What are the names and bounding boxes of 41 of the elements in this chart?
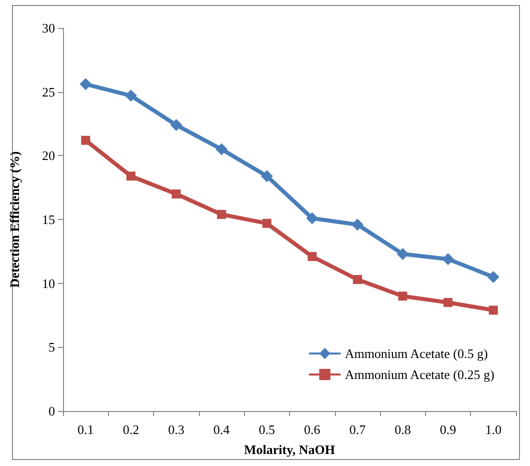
y-tick-label: 25 [42, 84, 55, 100]
x-tick-label: 0.3 [168, 422, 184, 437]
y-tick-label: 30 [42, 20, 55, 36]
y-tick-label: 20 [42, 148, 55, 164]
legend-label: Ammonium Acetate (0.5 g) [344, 346, 488, 361]
point [306, 212, 318, 224]
point [444, 298, 453, 307]
legend-label: Ammonium Acetate (0.25 g) [344, 367, 494, 382]
point [352, 275, 362, 284]
point [81, 136, 90, 145]
point [442, 253, 454, 266]
x-tick-label: 0.5 [258, 422, 275, 437]
point [172, 189, 181, 198]
point [398, 292, 408, 301]
point [216, 143, 228, 156]
point [170, 119, 182, 132]
point [217, 210, 226, 219]
point [260, 170, 273, 182]
point [396, 248, 409, 260]
y-tick-label: 15 [42, 212, 55, 227]
x-axis-title: Molarity, NaOH [244, 442, 335, 457]
x-tick-label: 0.2 [122, 422, 140, 437]
point [262, 218, 272, 228]
point [124, 90, 137, 102]
point [126, 172, 136, 181]
point [487, 270, 500, 283]
point [351, 218, 364, 231]
y-axis-title: Detection Efficiency (%) [7, 151, 22, 288]
x-tick-label: 0.8 [394, 422, 411, 437]
point [80, 78, 92, 90]
x-tick-label: 1.0 [485, 422, 502, 437]
x-tick-label: 0.1 [78, 422, 94, 437]
x-tick-label: 0.9 [440, 422, 456, 437]
y-tick-label: 10 [42, 276, 55, 291]
x-tick-label: 0.7 [349, 422, 366, 437]
point [308, 252, 317, 262]
y-tick-label: 0 [48, 404, 55, 418]
x-tick-label: 0.4 [213, 422, 230, 437]
point [488, 306, 498, 315]
y-tick-label: 5 [48, 340, 55, 355]
x-tick-label: 0.6 [304, 422, 321, 437]
